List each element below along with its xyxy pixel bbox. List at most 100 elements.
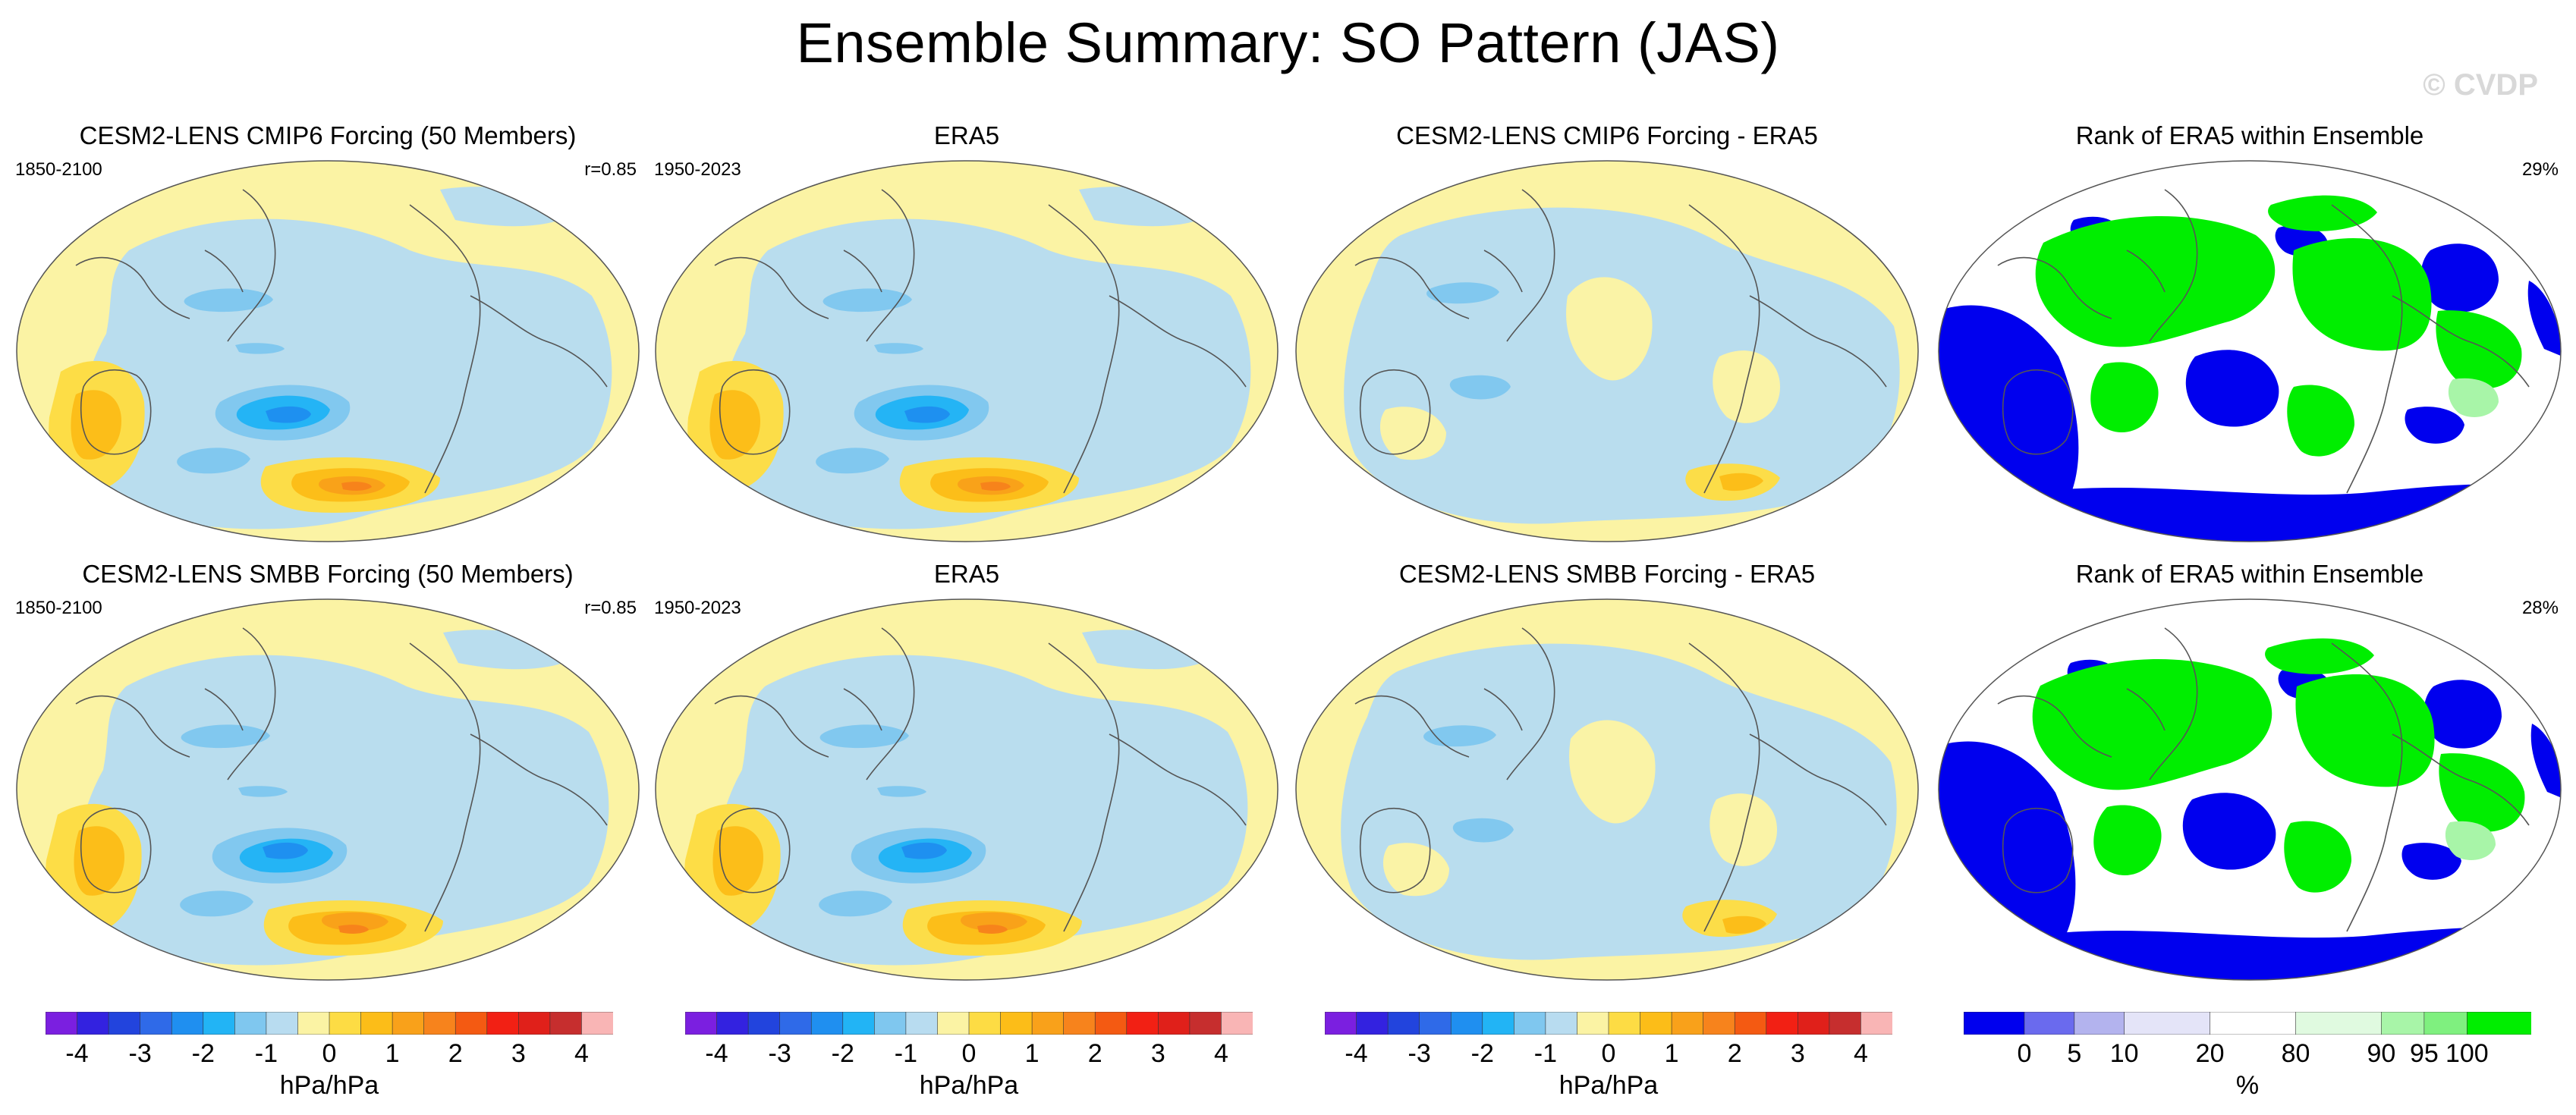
colorbar-swatch (1734, 1012, 1767, 1035)
coastline (714, 256, 829, 319)
coastline (843, 250, 882, 293)
field-contour (2287, 385, 2354, 457)
coastline (2126, 688, 2166, 731)
panel-title-r1c2: ERA5 (933, 121, 1000, 149)
colorbar-tick-label: -1 (1533, 1039, 1557, 1068)
colorbar-tick-label: 90 (2367, 1039, 2396, 1068)
coastline (2331, 642, 2403, 932)
colorbar-tick-label: 100 (2445, 1039, 2489, 1068)
field-contour (1709, 793, 1777, 866)
coastline (1354, 256, 1470, 319)
field-contour (1566, 277, 1653, 381)
colorbar-tick-label: -4 (1345, 1039, 1368, 1068)
coastline (866, 627, 915, 780)
colorbar-swatch (968, 1012, 1002, 1035)
coastline (1997, 695, 2112, 758)
colorbar-swatch (2124, 1012, 2211, 1035)
field-contour (1426, 282, 1499, 304)
colorbar-tick-label: 5 (2067, 1039, 2082, 1068)
map-outline (1938, 160, 2562, 542)
colorbar-swatch (203, 1012, 236, 1035)
field-contour (2439, 753, 2525, 832)
colorbar-units: % (2235, 1071, 2260, 1100)
coastline (204, 688, 244, 731)
field-contour (2292, 238, 2432, 351)
field-contour (1382, 843, 1449, 897)
field-contour (263, 842, 308, 859)
coastline (75, 695, 190, 758)
colorbar-tick-label: 1 (1024, 1039, 1040, 1068)
field-contour (2530, 724, 2561, 799)
field-contour (2295, 674, 2435, 787)
colorbar-tick-label: 0 (961, 1039, 977, 1068)
colorbar-swatch (1608, 1012, 1641, 1035)
colorbar-tick-label: -3 (128, 1039, 152, 1068)
colorbar-swatch (140, 1012, 173, 1035)
field-contour (1449, 375, 1511, 400)
colorbar-swatch (1063, 1012, 1096, 1035)
colorbar-swatch (2423, 1012, 2468, 1035)
colorbar-swatch (1671, 1012, 1704, 1035)
colorbar-tick-label: -4 (65, 1039, 89, 1068)
field-contour (2090, 362, 2159, 432)
field-contour (2405, 407, 2464, 444)
colorbar-tick-label: 0 (1601, 1039, 1616, 1068)
colorbar-swatch (716, 1012, 749, 1035)
coastline (1506, 189, 1555, 342)
colorbar-swatch (2467, 1012, 2531, 1035)
field-contour (819, 724, 909, 749)
coastline (1483, 250, 1523, 293)
colorbar-swatch (46, 1012, 78, 1035)
field-contour (901, 842, 947, 859)
field-contour (2423, 680, 2502, 749)
colorbar-swatch (454, 1012, 488, 1035)
colorbar-tick-label: -1 (894, 1039, 917, 1068)
panel-period-r1c2: 1950-2023 (654, 159, 741, 180)
coastline (1109, 733, 1247, 826)
colorbar-swatch (1325, 1012, 1357, 1035)
panel-title-r2c4: Rank of ERA5 within Ensemble (2075, 560, 2424, 588)
colorbar-slp-3 (1325, 1012, 1892, 1035)
colorbar-swatch (297, 1012, 330, 1035)
colorbar-tick-label: 3 (1150, 1039, 1165, 1068)
colorbar-swatch (1514, 1012, 1546, 1035)
panel-title-r2c3: CESM2-LENS SMBB Forcing - ERA5 (1398, 560, 1816, 588)
coastline (1048, 642, 1120, 932)
coastline (2331, 204, 2403, 494)
field-contour (2185, 350, 2279, 427)
coastline (1749, 295, 1887, 388)
field-contour (266, 406, 311, 423)
colorbar-swatch (423, 1012, 457, 1035)
colorbar-swatch (1545, 1012, 1578, 1035)
cvdp-watermark: © CVDP (2423, 68, 2538, 102)
field-contour (1079, 187, 1216, 227)
colorbar-swatch (2295, 1012, 2383, 1035)
map-outline (655, 160, 1279, 542)
colorbar-swatch (1860, 1012, 1892, 1035)
colorbar-tick-label: 10 (2109, 1039, 2139, 1068)
colorbar-swatch (1577, 1012, 1609, 1035)
field-contour (2420, 243, 2499, 313)
panel-title-r1c1: CESM2-LENS CMIP6 Forcing (50 Members) (79, 121, 577, 149)
field-contour (1452, 818, 1514, 843)
colorbar-swatch (1031, 1012, 1065, 1035)
panel-stat-r2c4: 28% (2521, 598, 2559, 618)
colorbar-tick-label: 2 (1087, 1039, 1102, 1068)
map-r1c3 (1295, 160, 1919, 542)
colorbar-rank (1964, 1012, 2531, 1035)
field-contour (1939, 484, 2561, 542)
coastline (2392, 295, 2530, 388)
colorbar-tick-label: 1 (1664, 1039, 1679, 1068)
map-r2c4 (1938, 598, 2562, 981)
field-contour (2268, 195, 2377, 231)
field-contour (877, 786, 926, 797)
field-contour (1713, 350, 1780, 423)
field-contour (819, 890, 892, 917)
colorbar-tick-label: -1 (254, 1039, 278, 1068)
colorbar-swatch (747, 1012, 781, 1035)
colorbar-swatch (1126, 1012, 1159, 1035)
colorbar-swatch (937, 1012, 970, 1035)
colorbar-tick-label: 80 (2281, 1039, 2310, 1068)
field-contour (2401, 843, 2461, 880)
colorbar-tick-label: 3 (1790, 1039, 1805, 1068)
